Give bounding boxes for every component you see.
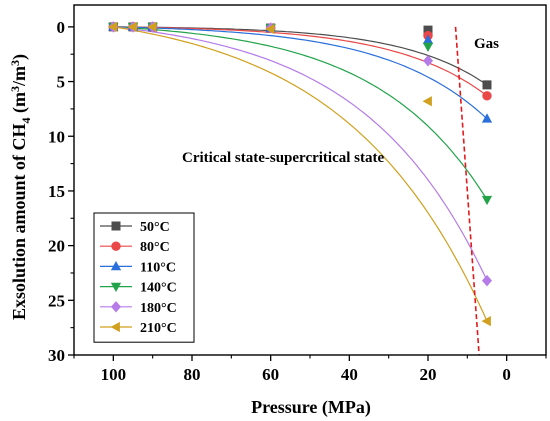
legend-label: 110°C <box>140 260 176 275</box>
data-point <box>422 42 434 53</box>
y-axis-title-unit-close: ) <box>9 54 30 60</box>
y-axis-title-unit-open: (m <box>9 92 30 118</box>
legend-marker <box>110 321 120 333</box>
data-point <box>265 23 275 35</box>
phase-boundary <box>454 26 480 356</box>
y-axis-title-superscript-1: 3 <box>8 86 22 92</box>
data-point <box>481 315 491 327</box>
legend: 50°C 80°C 110°C 140°C 180°C 210°C <box>93 212 195 343</box>
y-tick-label: 25 <box>48 291 65 310</box>
x-axis-title: Pressure (MPa) <box>251 397 371 418</box>
data-point <box>147 21 157 33</box>
y-axis-title-unit-mid: /m <box>9 66 29 87</box>
y-tick-label: 0 <box>57 18 66 37</box>
data-point <box>107 21 118 33</box>
y-tick-label: 30 <box>48 346 65 365</box>
legend-marker <box>110 260 122 271</box>
gas-annotation: Gas <box>474 36 499 52</box>
y-tick-label: 10 <box>48 127 65 146</box>
legend-label: 140°C <box>140 281 177 296</box>
y-tick-label: 5 <box>57 73 66 92</box>
data-point <box>481 274 493 287</box>
legend-label: 80°C <box>140 240 170 255</box>
legend-marker <box>110 301 122 313</box>
x-tick-label: 100 <box>101 365 127 384</box>
legend-label: 180°C <box>140 301 177 316</box>
legend-marker <box>111 221 121 231</box>
data-point <box>422 55 434 67</box>
ticks: 100 80 60 40 20 0 0 5 10 15 20 25 30 <box>48 18 547 384</box>
y-tick-label: 15 <box>48 182 65 201</box>
x-tick-label: 0 <box>502 365 511 384</box>
data-point <box>481 195 493 206</box>
legend-marker <box>110 282 122 293</box>
fit-curve <box>113 26 488 281</box>
x-tick-label: 60 <box>262 365 279 384</box>
data-point <box>422 96 432 107</box>
y-axis-title-superscript-2: 3 <box>8 60 22 66</box>
legend-label: 50°C <box>140 220 170 235</box>
data-point <box>481 113 493 123</box>
data-markers <box>107 21 493 327</box>
fit-curve <box>113 26 488 120</box>
legend-marker <box>111 241 121 251</box>
phase-boundary-line <box>454 26 480 356</box>
data-point <box>482 80 492 90</box>
y-axis-title-main: Exsolution amount of CH <box>9 123 29 320</box>
y-axis-title: Exsolution amount of CH4 (m3/m3) <box>8 54 33 320</box>
fit-curve <box>113 26 488 322</box>
data-point <box>482 91 492 101</box>
fit-curves <box>113 26 488 322</box>
y-tick-label: 20 <box>48 237 65 256</box>
legend-box <box>93 212 195 343</box>
critical-annotation: Critical state-supercritical state <box>182 150 384 166</box>
legend-label: 210°C <box>140 321 177 336</box>
x-tick-label: 20 <box>420 365 437 384</box>
x-tick-label: 80 <box>184 365 201 384</box>
y-axis-title-subscript: 4 <box>19 117 33 123</box>
data-point <box>127 21 137 33</box>
x-tick-label: 40 <box>341 365 358 384</box>
fit-curve <box>113 26 488 201</box>
